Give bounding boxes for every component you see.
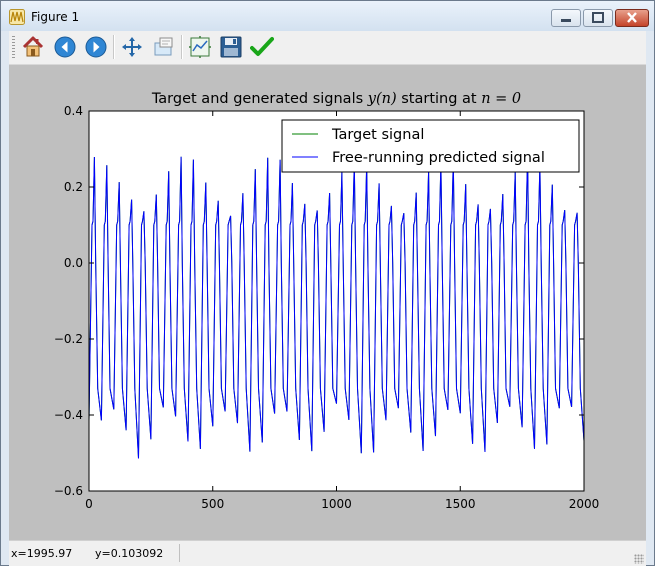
title-bar[interactable]: Figure 1	[1, 1, 654, 31]
minimize-icon	[561, 19, 571, 22]
y-tick-label: 0.0	[64, 256, 83, 270]
chart-title: Target and generated signals y(n) starti…	[151, 91, 521, 107]
home-icon	[22, 36, 44, 57]
legend: Target signal Free-running predicted sign…	[281, 119, 580, 173]
close-icon	[627, 12, 637, 23]
y-tick-label: 0.4	[64, 104, 83, 118]
toolbar-gripper[interactable]	[12, 36, 15, 58]
chart-title-math-y: y(n)	[367, 91, 397, 107]
subplots-button[interactable]	[186, 33, 214, 61]
status-bar: x=1995.97 y=0.103092	[9, 540, 646, 566]
chart-title-middle: starting at	[397, 91, 482, 107]
save-floppy-icon	[220, 36, 242, 58]
zoom-rect-icon	[154, 37, 173, 56]
back-button[interactable]	[51, 33, 79, 61]
forward-button[interactable]	[82, 33, 110, 61]
navigation-toolbar	[9, 31, 646, 65]
status-x-coordinate: x=1995.97	[11, 547, 73, 560]
maximize-button[interactable]	[583, 9, 613, 27]
y-tick-label: 0.2	[64, 180, 83, 194]
save-button[interactable]	[217, 33, 245, 61]
x-tick-label: 500	[201, 497, 224, 511]
axes-background	[89, 111, 584, 491]
matplotlib-app-icon	[9, 9, 25, 25]
legend-label-target: Target signal	[331, 127, 424, 143]
x-tick-label: 2000	[569, 497, 600, 511]
edit-button[interactable]	[248, 33, 276, 61]
home-button[interactable]	[19, 33, 47, 61]
resize-grip[interactable]	[634, 554, 644, 564]
toolbar-separator	[181, 35, 183, 59]
toolbar-separator	[113, 35, 115, 59]
close-button[interactable]	[615, 9, 649, 27]
pan-button[interactable]	[118, 33, 146, 61]
chart-title-prefix: Target and generated signals	[151, 91, 368, 107]
legend-box	[281, 119, 580, 173]
minimize-button[interactable]	[551, 9, 581, 27]
legend-label-predicted: Free-running predicted signal	[332, 150, 545, 166]
subplots-configure-icon	[189, 36, 211, 58]
plot-svg[interactable]: Target and generated signals y(n) starti…	[9, 65, 646, 540]
y-tick-label: −0.4	[54, 408, 83, 422]
maximize-icon	[592, 12, 604, 23]
x-tick-label: 1500	[445, 497, 476, 511]
x-tick-label: 0	[85, 497, 93, 511]
series-layer	[88, 152, 585, 459]
y-tick-label: −0.2	[54, 332, 83, 346]
x-tick-label: 1000	[321, 497, 352, 511]
edit-checkmark-icon	[250, 37, 274, 56]
window-title: Figure 1	[31, 10, 80, 24]
figure-canvas[interactable]: Target and generated signals y(n) starti…	[9, 65, 646, 540]
series-line-predicted	[88, 152, 585, 459]
ticks-layer: 0 500 1000 1500 2000 −0.6 −0.4 −0.2 0.0 0.2 0.4	[54, 104, 599, 511]
y-tick-label: −0.6	[54, 484, 83, 498]
chart-title-math-n: n = 0	[481, 91, 521, 107]
forward-arrow-icon	[85, 36, 107, 58]
pan-move-icon	[122, 37, 142, 57]
status-separator	[179, 544, 180, 562]
zoom-button[interactable]	[149, 33, 177, 61]
status-y-coordinate: y=0.103092	[95, 547, 164, 560]
back-arrow-icon	[54, 36, 76, 58]
